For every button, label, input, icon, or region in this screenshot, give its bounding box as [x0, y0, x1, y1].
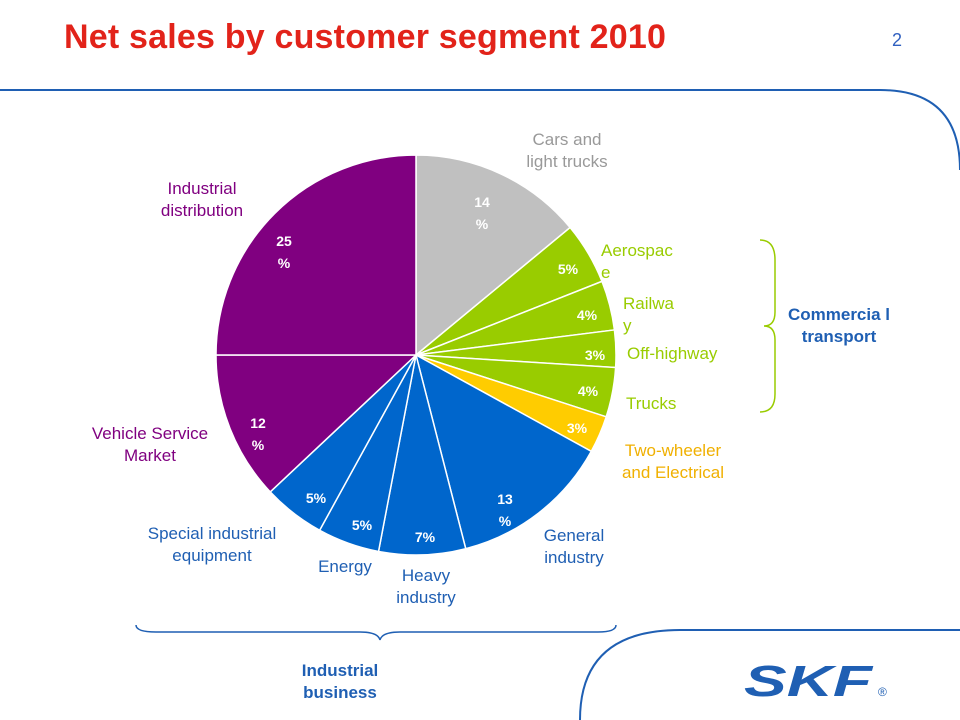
slice-category-label: Off-highway	[627, 344, 718, 363]
pie-slice	[414, 353, 593, 550]
slice-data-label: 25%	[276, 233, 292, 271]
slice-category-label: Aerospac e	[601, 241, 673, 282]
pie-slice	[215, 154, 417, 356]
footer-curve	[579, 629, 960, 720]
slice-data-label: 4%	[577, 307, 598, 323]
skf-logo-text: SKF	[744, 662, 874, 702]
slice-data-label: 5%	[558, 261, 579, 277]
group-label-commercial-transport: Commercia l transport	[787, 305, 891, 346]
page-number: 2	[892, 30, 903, 50]
industrial-business-brace	[135, 624, 617, 641]
slice-category-label: Trucks	[626, 394, 676, 413]
slice-data-label: 3%	[585, 347, 606, 363]
slice-data-label: 14%	[474, 194, 490, 232]
slice-category-label: Cars and light trucks	[526, 130, 607, 171]
slice-data-label: 4%	[578, 383, 599, 399]
group-label-industrial-business: Industrial business	[301, 661, 379, 702]
slice-category-label: Two-wheeler and Electrical	[622, 441, 724, 482]
registered-mark: ®	[878, 685, 887, 699]
slice-data-label: 13%	[497, 491, 513, 529]
pie-slice	[215, 354, 418, 493]
header-curve	[0, 89, 960, 171]
slice-category-label: General industry	[544, 526, 605, 567]
page-title: Net sales by customer segment 2010	[64, 18, 667, 56]
slice-category-label: Special industrial equipment	[148, 524, 277, 565]
slice-data-label: 12%	[250, 415, 266, 453]
slice-data-label: 3%	[567, 420, 588, 436]
slice-category-label: Railwa y	[623, 294, 675, 335]
skf-logo: SKF ®	[744, 662, 887, 702]
slice-category-label: Industrial distribution	[161, 179, 243, 220]
slice-category-label: Energy	[318, 557, 372, 576]
slice-data-label: 7%	[415, 529, 436, 545]
pie-slice	[415, 154, 572, 357]
slice-category-label: Heavy industry	[396, 566, 456, 607]
slice-data-label: 5%	[352, 517, 373, 533]
slice-data-label: 5%	[306, 490, 327, 506]
slice-category-label: Vehicle Service Market	[92, 424, 208, 465]
commercial-transport-brace	[759, 239, 776, 413]
